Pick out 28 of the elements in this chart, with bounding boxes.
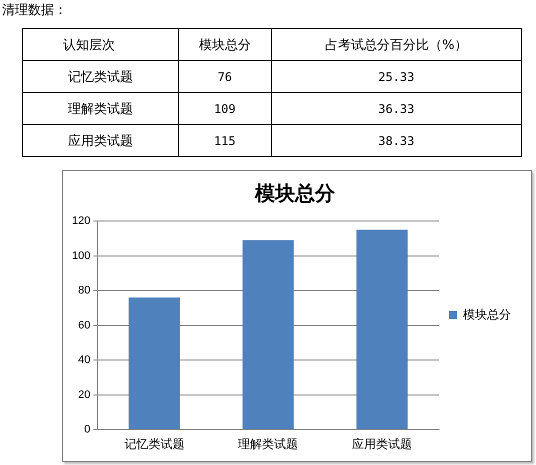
bar — [356, 230, 408, 430]
text: 模块总分 — [178, 28, 272, 60]
legend-label: 模块总分 — [463, 307, 511, 322]
text: 占考试总分百分比（%） — [271, 28, 522, 60]
data-label: 36.33 — [271, 92, 522, 124]
category-label: 理解类试题 — [22, 92, 178, 124]
bar — [242, 240, 294, 430]
y-tick-label: 100 — [72, 250, 90, 262]
y-tick-label: 60 — [78, 319, 90, 332]
y-tick-label: 80 — [78, 284, 90, 297]
data-label: 115 — [178, 124, 272, 156]
y-tick-label: 0 — [84, 424, 90, 436]
text: 清理数据： — [2, 2, 67, 19]
x-tick-label: 记忆类试题 — [124, 437, 184, 452]
bar — [128, 297, 180, 430]
data-label: 25.33 — [271, 60, 522, 92]
x-tick-label: 理解类试题 — [238, 437, 298, 452]
y-tick-label: 40 — [78, 354, 90, 366]
y-tick-label: 120 — [72, 215, 90, 228]
category-label: 应用类试题 — [22, 124, 178, 156]
data-label: 76 — [178, 60, 272, 92]
x-tick-label: 应用类试题 — [352, 437, 412, 452]
legend-title: 认知层次 — [22, 28, 178, 60]
data-label: 109 — [178, 92, 272, 124]
chart-title: 模块总分 — [254, 181, 336, 206]
y-tick-label: 20 — [78, 388, 90, 401]
category-label: 记忆类试题 — [22, 60, 178, 92]
data-label: 38.33 — [271, 124, 522, 156]
